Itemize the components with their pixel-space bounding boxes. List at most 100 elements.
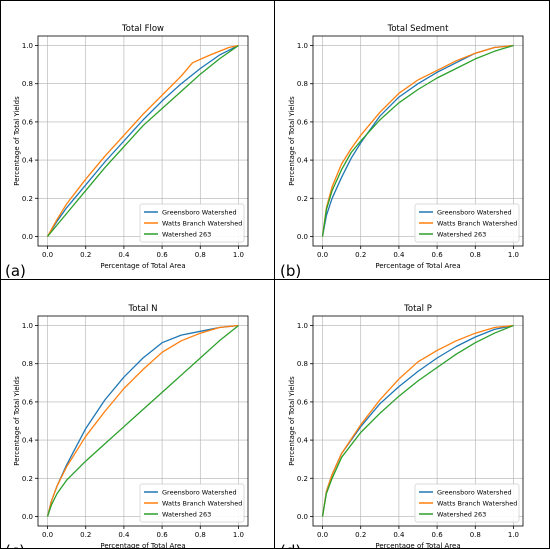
series-line-1 xyxy=(46,44,239,237)
y-tick-label: 0.2 xyxy=(22,195,33,203)
legend-entry: Watts Branch Watershed xyxy=(437,500,517,508)
y-tick-label: 0.2 xyxy=(297,475,308,483)
legend-entry: Greensboro Watershed xyxy=(437,489,512,497)
y-tick-label: 0.4 xyxy=(297,437,309,445)
x-tick-label: 1.0 xyxy=(233,251,244,259)
legend-entry: Watershed 263 xyxy=(437,231,486,239)
axes-box xyxy=(312,315,524,527)
y-tick-label: 1.0 xyxy=(297,42,308,50)
legend-entry: Watershed 263 xyxy=(437,511,486,519)
axes-box xyxy=(37,315,249,527)
y-tick-label: 1.0 xyxy=(297,322,308,330)
y-tick-label: 0.0 xyxy=(22,513,33,521)
legend: Greensboro Watershed Watts Branch Watersh… xyxy=(414,203,520,243)
axes-box xyxy=(312,35,524,247)
y-axis-label: Percentage of Total Yields xyxy=(288,376,296,466)
y-tick-label: 1.0 xyxy=(22,42,33,50)
legend-box xyxy=(414,203,520,243)
chart-panel-0: 0.0 0.2 0.4 0.6 0.8 1.0 0.0 0.2 0.4 0.6 0.8 1.0 Tota… xyxy=(5,24,249,280)
y-tick-label: 0.0 xyxy=(297,513,308,521)
x-axis-label: Percentage of Total Area xyxy=(100,542,185,549)
legend-entry: Greensboro Watershed xyxy=(162,489,237,497)
x-tick-label: 0.6 xyxy=(432,251,444,259)
panels-group: 0.0 0.2 0.4 0.6 0.8 1.0 0.0 0.2 0.4 0.6 0.8 1.0 Tota… xyxy=(5,24,524,549)
x-axis-label: Percentage of Total Area xyxy=(100,262,185,270)
y-tick-label: 0.8 xyxy=(22,360,33,368)
legend-entry: Watts Branch Watershed xyxy=(162,220,242,228)
series-line-1 xyxy=(321,324,514,517)
panel-letter: (b) xyxy=(280,262,301,280)
series-line-2 xyxy=(321,44,514,237)
x-tick-label: 0.8 xyxy=(195,251,206,259)
panel-letter: (c) xyxy=(5,542,25,549)
chart-title: Total Sedment xyxy=(387,24,449,34)
x-axis-label: Percentage of Total Area xyxy=(375,262,460,270)
x-tick-label: 0.4 xyxy=(118,531,130,539)
y-tick-label: 0.6 xyxy=(22,118,34,126)
series-line-1 xyxy=(46,324,239,517)
chart-panel-1: 0.0 0.2 0.4 0.6 0.8 1.0 0.0 0.2 0.4 0.6 0.8 1.0 Tota… xyxy=(280,24,524,280)
x-tick-label: 0.2 xyxy=(355,251,366,259)
y-tick-label: 0.8 xyxy=(297,80,308,88)
y-tick-label: 0.2 xyxy=(22,475,33,483)
y-tick-label: 0.4 xyxy=(22,437,34,445)
x-tick-label: 0.6 xyxy=(157,531,169,539)
legend-entry: Watts Branch Watershed xyxy=(162,500,242,508)
x-tick-label: 0.2 xyxy=(355,531,366,539)
y-tick-label: 0.6 xyxy=(297,398,309,406)
y-tick-label: 0.4 xyxy=(297,157,309,165)
x-tick-label: 1.0 xyxy=(233,531,244,539)
x-tick-label: 0.2 xyxy=(80,531,91,539)
y-axis-label: Percentage of Total Yields xyxy=(13,96,21,186)
chart-title: Total N xyxy=(128,304,158,314)
x-tick-label: 0.8 xyxy=(470,531,481,539)
y-tick-label: 0.0 xyxy=(22,233,33,241)
axes-box xyxy=(37,35,249,247)
series-line-2 xyxy=(46,324,239,517)
y-axis-label: Percentage of Total Yields xyxy=(13,376,21,466)
x-tick-label: 0.6 xyxy=(432,531,444,539)
x-tick-label: 0.4 xyxy=(393,531,405,539)
x-tick-label: 0.0 xyxy=(42,531,53,539)
legend-entry: Watershed 263 xyxy=(162,511,211,519)
legend-entry: Greensboro Watershed xyxy=(162,209,237,217)
x-tick-label: 1.0 xyxy=(508,251,519,259)
x-tick-label: 1.0 xyxy=(508,531,519,539)
legend-entry: Watts Branch Watershed xyxy=(437,220,517,228)
chart-panel-3: 0.0 0.2 0.4 0.6 0.8 1.0 0.0 0.2 0.4 0.6 0.8 1.0 Tota… xyxy=(280,304,524,549)
y-tick-label: 0.8 xyxy=(297,360,308,368)
x-tick-label: 0.0 xyxy=(42,251,53,259)
legend-box xyxy=(414,483,520,523)
chart-title: Total P xyxy=(403,304,432,314)
x-tick-label: 0.2 xyxy=(80,251,91,259)
y-tick-label: 1.0 xyxy=(22,322,33,330)
legend: Greensboro Watershed Watts Branch Watersh… xyxy=(414,483,520,523)
chart-panel-2: 0.0 0.2 0.4 0.6 0.8 1.0 0.0 0.2 0.4 0.6 0.8 1.0 Tota… xyxy=(5,304,249,549)
x-tick-label: 0.4 xyxy=(393,251,405,259)
legend-entry: Greensboro Watershed xyxy=(437,209,512,217)
legend-box xyxy=(139,483,245,523)
y-tick-label: 0.0 xyxy=(297,233,308,241)
legend: Greensboro Watershed Watts Branch Watersh… xyxy=(139,203,245,243)
x-axis-label: Percentage of Total Area xyxy=(375,542,460,549)
legend-box xyxy=(139,203,245,243)
series-line-2 xyxy=(321,324,514,517)
panel-letter: (d) xyxy=(280,542,301,549)
x-tick-label: 0.6 xyxy=(157,251,169,259)
x-tick-label: 0.4 xyxy=(118,251,130,259)
y-tick-label: 0.4 xyxy=(22,157,34,165)
chart-title: Total Flow xyxy=(121,24,164,34)
x-tick-label: 0.8 xyxy=(470,251,481,259)
x-tick-label: 0.0 xyxy=(317,251,328,259)
y-tick-label: 0.8 xyxy=(22,80,33,88)
legend-entry: Watershed 263 xyxy=(162,231,211,239)
x-tick-label: 0.0 xyxy=(317,531,328,539)
legend: Greensboro Watershed Watts Branch Watersh… xyxy=(139,483,245,523)
y-axis-label: Percentage of Total Yields xyxy=(288,96,296,186)
panel-letter: (a) xyxy=(5,262,26,280)
y-tick-label: 0.6 xyxy=(22,398,34,406)
x-tick-label: 0.8 xyxy=(195,531,206,539)
series-line-2 xyxy=(46,44,239,237)
y-tick-label: 0.2 xyxy=(297,195,308,203)
